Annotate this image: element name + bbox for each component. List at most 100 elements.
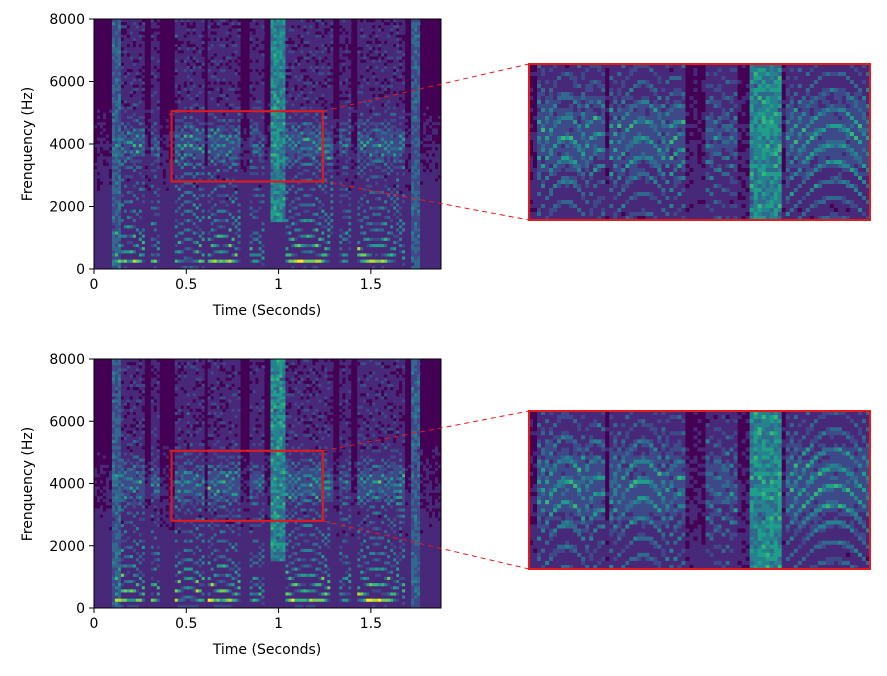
spectrogram-cell — [252, 128, 256, 132]
spectrogram-cell — [216, 103, 221, 107]
spectrogram-cell — [147, 112, 152, 117]
spectrogram-cell — [96, 265, 101, 269]
spectrogram-cell — [225, 100, 230, 104]
spectrogram-cell — [279, 128, 283, 132]
spectrogram-cell — [105, 44, 110, 48]
spectrogram-cell — [168, 75, 173, 79]
spectrogram-cell — [210, 47, 215, 51]
spectrogram-cell — [195, 72, 200, 76]
spectrogram-cell — [105, 22, 110, 26]
spectrogram-cell — [243, 197, 247, 201]
spectrogram-cell — [105, 69, 110, 73]
spectrogram-cell — [186, 194, 191, 198]
spectrogram-cell — [165, 81, 170, 86]
spectrogram-cell — [186, 87, 191, 92]
spectrogram-cell — [195, 59, 200, 64]
spectrogram-cell — [222, 262, 227, 267]
spectrogram-cell — [225, 215, 230, 220]
spectrogram-cell — [249, 209, 253, 214]
spectrogram-cell — [144, 109, 149, 114]
spectrogram-cell — [213, 31, 218, 36]
spectrogram-cell — [108, 90, 113, 95]
spectrogram-cell — [141, 240, 146, 245]
spectrogram-cell — [147, 140, 152, 145]
spectrogram-cell — [180, 181, 185, 186]
spectrogram-cell — [246, 140, 250, 145]
spectrogram-cell — [171, 50, 176, 54]
spectrogram-cell — [159, 140, 164, 145]
spectrogram-cell — [201, 19, 206, 23]
spectrogram-cell — [165, 178, 170, 182]
spectrogram-cell — [180, 50, 185, 54]
spectrogram-cell — [123, 200, 128, 204]
spectrogram-cell — [171, 59, 176, 64]
spectrogram-cell — [159, 244, 164, 248]
spectrogram-cell — [243, 62, 247, 67]
spectrogram-cell — [180, 72, 185, 76]
spectrogram-cell — [96, 122, 101, 126]
spectrogram-cell — [150, 147, 155, 151]
spectrogram-cell — [120, 240, 125, 245]
spectrogram-cell — [249, 62, 253, 67]
spectrogram-cell — [177, 162, 182, 167]
spectrogram-cell — [126, 225, 131, 229]
spectrogram-cell — [204, 165, 209, 170]
spectrogram-cell — [243, 231, 247, 236]
spectrogram-cell — [267, 31, 271, 36]
spectrogram-cell — [183, 125, 188, 129]
spectrogram-cell — [276, 150, 280, 154]
spectrogram-cell — [165, 215, 170, 220]
spectrogram-cell — [180, 215, 185, 220]
spectrogram-cell — [204, 250, 209, 254]
spectrogram-cell — [249, 128, 253, 132]
spectrogram-cell — [120, 37, 125, 42]
spectrogram-cell — [264, 181, 268, 186]
spectrogram-cell — [192, 90, 197, 95]
spectrogram-cell — [231, 209, 235, 214]
spectrogram-cell — [264, 253, 268, 257]
spectrogram-cell — [246, 219, 250, 223]
spectrogram-cell — [207, 147, 212, 151]
spectrogram-cell — [222, 59, 227, 64]
spectrogram-cell — [207, 100, 212, 104]
spectrogram-cell — [210, 244, 215, 248]
spectrogram-cell — [177, 184, 182, 189]
spectrogram-cell — [210, 22, 215, 26]
spectrogram-cell — [234, 200, 238, 204]
spectrogram-cell — [216, 97, 221, 101]
spectrogram-cell — [111, 125, 116, 129]
spectrogram-cell — [183, 40, 188, 45]
spectrogram-cell — [159, 69, 164, 73]
spectrogram-cell — [105, 219, 110, 223]
spectrogram-cell — [195, 140, 200, 145]
spectrogram-cell — [180, 197, 185, 201]
spectrogram-cell — [174, 65, 179, 70]
spectrogram-cell — [213, 234, 218, 239]
spectrogram-cell — [237, 194, 241, 198]
spectrogram-cell — [222, 200, 227, 204]
spectrogram-cell — [180, 90, 185, 95]
spectrogram-cell — [96, 56, 101, 61]
spectrogram-cell — [240, 169, 244, 173]
spectrogram-cell — [189, 237, 194, 242]
spectrogram-cell — [210, 140, 215, 145]
spectrogram-cell — [225, 169, 230, 173]
spectrogram-cell — [192, 81, 197, 86]
spectrogram-cell — [171, 175, 176, 179]
spectrogram-cell — [198, 247, 203, 251]
spectrogram-cell — [129, 231, 134, 236]
spectrogram-cell — [177, 40, 182, 45]
spectrogram-cell — [174, 59, 179, 64]
spectrogram-cell — [147, 44, 152, 48]
spectrogram-cell — [123, 72, 128, 76]
spectrogram-cell — [159, 234, 164, 239]
spectrogram-cell — [222, 119, 227, 123]
spectrogram-cell — [180, 150, 185, 154]
spectrogram-cell — [261, 222, 265, 226]
spectrogram-cell — [201, 256, 206, 261]
spectrogram-cell — [225, 44, 230, 48]
spectrogram-cell — [207, 144, 212, 148]
spectrogram-cell — [276, 184, 280, 189]
spectrogram-cell — [270, 87, 274, 92]
spectrogram-cell — [135, 119, 140, 123]
